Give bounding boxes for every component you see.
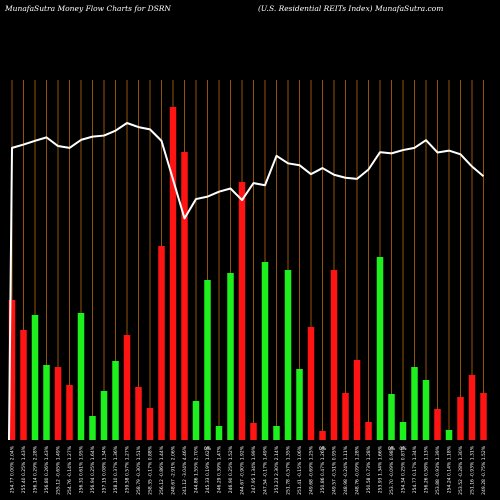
zero-marker-label: 0% bbox=[388, 446, 396, 452]
x-tick-label: 256.14 0.29% 2.28% bbox=[33, 445, 39, 493]
price-line bbox=[8, 122, 485, 441]
x-tick-label: 244.67 -0.90% 1.92% bbox=[240, 445, 246, 495]
money-flow-bar bbox=[457, 397, 464, 440]
x-tick-label: 247.54 -0.17% 1.49% bbox=[263, 445, 269, 495]
x-tick-label: 249.68 -0.69% 1.25% bbox=[309, 445, 315, 495]
x-tick-label: 246.29 0.39% 1.47% bbox=[217, 445, 223, 493]
money-flow-bar bbox=[31, 315, 39, 440]
x-tick-label: 256.80 0.26% 1.43% bbox=[44, 445, 50, 493]
chart-title-left: MunafaSutra Money Flow Charts for DSRN bbox=[5, 4, 171, 13]
money-flow-bar bbox=[399, 422, 407, 440]
money-flow-bar bbox=[8, 300, 16, 440]
x-tick-label: 256.31 0.61% 1.95% bbox=[79, 445, 85, 493]
money-flow-bar bbox=[307, 327, 315, 440]
x-tick-label: 253.93 1.34% 1.66% bbox=[378, 445, 384, 493]
x-tick-label: 258.35 -0.17% 0.88% bbox=[148, 445, 154, 495]
money-flow-bar bbox=[388, 394, 395, 440]
money-flow-bar bbox=[112, 361, 119, 440]
x-tick-label: 248.67 -2.91% 2.06% bbox=[171, 445, 177, 495]
money-flow-bar bbox=[146, 408, 154, 440]
zero-marker-label: 0% bbox=[204, 446, 212, 452]
x-tick-label: 253.88 -0.93% 1.39% bbox=[435, 445, 441, 495]
money-flow-bars bbox=[8, 107, 487, 440]
x-tick-label: 245.33 0.19% 1.62% bbox=[205, 445, 211, 493]
money-flow-bar bbox=[169, 107, 177, 440]
money-flow-bar bbox=[100, 391, 108, 440]
money-flow-bar bbox=[227, 273, 234, 440]
x-tick-label: 256.94 0.25% 1.64% bbox=[90, 445, 96, 493]
x-tick-label: 254.24 0.14% 1.18% bbox=[447, 445, 453, 493]
money-flow-bar bbox=[77, 313, 85, 440]
x-tick-label: 255.12 -0.65% 1.49% bbox=[56, 445, 62, 495]
money-flow-bar bbox=[215, 426, 223, 440]
x-tick-label: 259.58 0.57% 1.27% bbox=[125, 445, 131, 493]
x-tick-label: 251.78 -0.57% 1.35% bbox=[286, 445, 292, 495]
money-flow-bar bbox=[273, 426, 280, 440]
money-flow-bar bbox=[342, 393, 349, 440]
x-tick-label: 249.28 -0.75% 1.52% bbox=[481, 445, 487, 495]
money-flow-bar bbox=[434, 409, 441, 440]
x-tick-label: 248.76 -0.09% 1.28% bbox=[355, 445, 361, 495]
money-flow-bar bbox=[376, 257, 384, 440]
money-flow-bar bbox=[250, 423, 257, 440]
price-line-layer bbox=[8, 122, 485, 441]
money-flow-bar bbox=[123, 335, 131, 440]
money-flow-bar bbox=[192, 401, 200, 440]
x-tick-label: 258.79 -0.30% 1.51% bbox=[136, 445, 142, 495]
chart-title-right: (U.S. Residential REITs Index) MunafaSut… bbox=[258, 4, 444, 13]
x-tick-label: 258.10 0.37% 1.36% bbox=[113, 445, 119, 493]
money-flow-bar bbox=[135, 387, 142, 440]
x-tick-label: 249.57 -0.51% 0.95% bbox=[332, 445, 338, 495]
money-flow-bar bbox=[261, 262, 269, 440]
money-flow-bar bbox=[158, 246, 165, 440]
money-flow-bar bbox=[319, 431, 326, 440]
money-flow-bar bbox=[66, 385, 73, 440]
money-flow-bar bbox=[284, 270, 292, 440]
x-tick-label: 241.12 -3.04% 4.46% bbox=[182, 445, 188, 495]
money-flow-bar bbox=[445, 430, 453, 440]
zero-markers: 0% 0% 0% 0% bbox=[204, 446, 407, 452]
money-flow-bar bbox=[365, 422, 372, 440]
money-flow-bar bbox=[468, 375, 476, 440]
x-tick-label: 253.23 2.30% 2.14% bbox=[274, 445, 280, 493]
x-tick-label: 251.41 -0.15% 1.06% bbox=[297, 445, 303, 495]
x-tick-label: 256.12 -0.86% 1.44% bbox=[159, 445, 165, 495]
x-tick-label: 253.70 -0.09% 0.98% bbox=[389, 445, 395, 495]
x-tick-label: 254.77 0.00% 2.04% bbox=[10, 445, 16, 493]
money-flow-bar bbox=[296, 369, 303, 440]
money-flow-bar bbox=[422, 380, 430, 440]
money-flow-bar bbox=[411, 367, 418, 440]
x-tick-label: 248.98 -0.24% 1.11% bbox=[343, 445, 349, 495]
money-flow-bar bbox=[20, 330, 27, 440]
money-flow-bar bbox=[480, 393, 487, 440]
x-tick-label: 250.58 0.73% 1.28% bbox=[366, 445, 372, 493]
x-tick-label: 251.16 -0.93% 1.31% bbox=[470, 445, 476, 495]
x-tick-label: 256.26 0.58% 1.13% bbox=[424, 445, 430, 493]
x-tick-label: 250.86 0.47% 1.26% bbox=[320, 445, 326, 493]
money-flow-bar bbox=[181, 152, 188, 440]
x-tick-label: 244.86 1.55% 2.70% bbox=[194, 445, 200, 493]
zero-marker-label: 0% bbox=[399, 446, 407, 452]
x-tick-label: 257.15 0.08% 1.34% bbox=[102, 445, 108, 493]
zero-marker-label: 0% bbox=[319, 446, 327, 452]
x-tick-label: 246.90 0.25% 1.52% bbox=[228, 445, 234, 493]
money-flow-bar bbox=[330, 270, 338, 440]
x-tick-label: 255.40 0.25% 1.43% bbox=[21, 445, 27, 493]
money-flow-bar bbox=[43, 365, 50, 440]
x-tick-label: 254.77 0.17% 1.34% bbox=[412, 445, 418, 493]
x-axis-labels: 254.77 0.00% 2.04% 255.40 0.25% 1.43% 256.… bbox=[10, 445, 488, 495]
x-tick-label: 253.52 -0.28% 1.30% bbox=[458, 445, 464, 495]
x-tick-label: 254.34 0.25% 0.87% bbox=[401, 445, 407, 493]
x-tick-label: 247.95 1.34% 1.99% bbox=[251, 445, 257, 493]
money-flow-bar bbox=[353, 360, 361, 440]
money-flow-bar bbox=[204, 280, 211, 440]
money-flow-bar bbox=[89, 416, 96, 440]
x-tick-label: 254.76 -0.14% 1.27% bbox=[67, 445, 73, 495]
money-flow-bar bbox=[54, 367, 62, 440]
money-flow-bar bbox=[238, 182, 246, 440]
